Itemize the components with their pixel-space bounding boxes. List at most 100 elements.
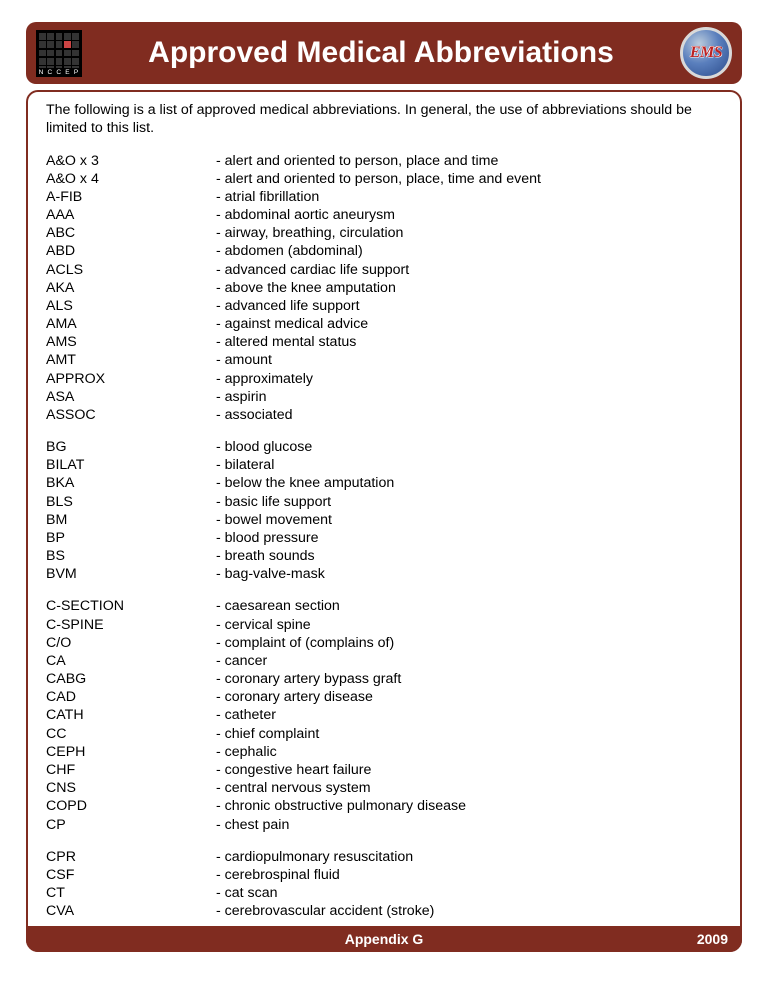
abbreviation-term: ASSOC <box>46 406 216 424</box>
abbreviation-row: ABC- airway, breathing, circulation <box>46 224 722 242</box>
abbreviation-term: APPROX <box>46 370 216 388</box>
abbreviation-row: AAA- abdominal aortic aneurysm <box>46 206 722 224</box>
abbreviation-term: C-SPINE <box>46 616 216 634</box>
abbreviation-row: A&O x 4- alert and oriented to person, p… <box>46 170 722 188</box>
abbreviation-definition: - basic life support <box>216 493 722 511</box>
abbreviation-term: ABC <box>46 224 216 242</box>
abbreviation-term: AAA <box>46 206 216 224</box>
abbreviation-row: CC- chief complaint <box>46 725 722 743</box>
abbreviation-row: AMS- altered mental status <box>46 333 722 351</box>
abbreviation-term: BM <box>46 511 216 529</box>
abbreviation-definition: - blood pressure <box>216 529 722 547</box>
abbreviation-term: COPD <box>46 797 216 815</box>
abbreviation-term: A-FIB <box>46 188 216 206</box>
ems-seal: EMS <box>680 27 732 79</box>
abbreviation-term: A&O x 4 <box>46 170 216 188</box>
abbreviation-group: C-SECTION- caesarean sectionC-SPINE- cer… <box>46 597 722 833</box>
abbreviation-row: C-SPINE- cervical spine <box>46 616 722 634</box>
abbreviation-row: CATH- catheter <box>46 706 722 724</box>
abbreviation-definition: - cat scan <box>216 884 722 902</box>
nccep-logo: N C C E P <box>36 30 82 76</box>
page-title: Approved Medical Abbreviations <box>96 36 666 70</box>
abbreviation-definition: - abdomen (abdominal) <box>216 242 722 260</box>
abbreviation-row: BKA- below the knee amputation <box>46 474 722 492</box>
abbreviation-definition: - cephalic <box>216 743 722 761</box>
abbreviation-row: AKA- above the knee amputation <box>46 279 722 297</box>
abbreviation-term: AMT <box>46 351 216 369</box>
abbreviation-row: BP- blood pressure <box>46 529 722 547</box>
appendix-label: Appendix G <box>345 931 424 947</box>
abbreviation-term: ACLS <box>46 261 216 279</box>
abbreviation-definition: - caesarean section <box>216 597 722 615</box>
abbreviation-definition: - bilateral <box>216 456 722 474</box>
abbreviation-definition: - alert and oriented to person, place an… <box>216 152 722 170</box>
abbreviation-term: BVM <box>46 565 216 583</box>
abbreviation-definition: - bowel movement <box>216 511 722 529</box>
abbreviation-definition: - cervical spine <box>216 616 722 634</box>
abbreviation-definition: - cancer <box>216 652 722 670</box>
abbreviation-term: BG <box>46 438 216 456</box>
abbreviation-definition: - coronary artery disease <box>216 688 722 706</box>
abbreviation-definition: - below the knee amputation <box>216 474 722 492</box>
footer-bar: Appendix G 2009 <box>26 926 742 952</box>
abbreviation-term: CPR <box>46 848 216 866</box>
abbreviation-term: CC <box>46 725 216 743</box>
abbreviation-row: CT- cat scan <box>46 884 722 902</box>
abbreviation-term: ABD <box>46 242 216 260</box>
abbreviation-row: AMT- amount <box>46 351 722 369</box>
abbreviation-definition: - chronic obstructive pulmonary disease <box>216 797 722 815</box>
abbreviation-row: CVA- cerebrovascular accident (stroke) <box>46 902 722 920</box>
abbreviation-term: CA <box>46 652 216 670</box>
document-page: N C C E P Approved Medical Abbreviations… <box>0 0 768 994</box>
abbreviation-term: CVA <box>46 902 216 920</box>
abbreviation-row: CEPH- cephalic <box>46 743 722 761</box>
abbreviation-row: BS- breath sounds <box>46 547 722 565</box>
abbreviation-definition: - breath sounds <box>216 547 722 565</box>
abbreviation-row: ASSOC- associated <box>46 406 722 424</box>
footer-year: 2009 <box>697 931 728 947</box>
header-bar: N C C E P Approved Medical Abbreviations… <box>26 22 742 84</box>
abbreviation-row: C/O- complaint of (complains of) <box>46 634 722 652</box>
abbreviation-term: CP <box>46 816 216 834</box>
abbreviation-list: A&O x 3- alert and oriented to person, p… <box>46 152 722 921</box>
abbreviation-definition: - central nervous system <box>216 779 722 797</box>
abbreviation-definition: - associated <box>216 406 722 424</box>
abbreviation-group: A&O x 3- alert and oriented to person, p… <box>46 152 722 425</box>
abbreviation-definition: - above the knee amputation <box>216 279 722 297</box>
abbreviation-term: ASA <box>46 388 216 406</box>
nccep-logo-label: N C C E P <box>36 68 82 77</box>
abbreviation-term: CAD <box>46 688 216 706</box>
abbreviation-row: CAD- coronary artery disease <box>46 688 722 706</box>
content-frame: The following is a list of approved medi… <box>26 90 742 952</box>
abbreviation-definition: - aspirin <box>216 388 722 406</box>
abbreviation-term: C/O <box>46 634 216 652</box>
abbreviation-definition: - atrial fibrillation <box>216 188 722 206</box>
abbreviation-term: C-SECTION <box>46 597 216 615</box>
abbreviation-definition: - chest pain <box>216 816 722 834</box>
abbreviation-term: CEPH <box>46 743 216 761</box>
abbreviation-row: A-FIB- atrial fibrillation <box>46 188 722 206</box>
abbreviation-term: AMS <box>46 333 216 351</box>
abbreviation-term: CT <box>46 884 216 902</box>
abbreviation-term: BP <box>46 529 216 547</box>
abbreviation-row: ALS- advanced life support <box>46 297 722 315</box>
abbreviation-row: CA- cancer <box>46 652 722 670</box>
abbreviation-group: BG- blood glucoseBILAT- bilateralBKA- be… <box>46 438 722 583</box>
abbreviation-row: A&O x 3- alert and oriented to person, p… <box>46 152 722 170</box>
abbreviation-definition: - advanced life support <box>216 297 722 315</box>
abbreviation-row: ABD- abdomen (abdominal) <box>46 242 722 260</box>
abbreviation-row: CHF- congestive heart failure <box>46 761 722 779</box>
abbreviation-definition: - alert and oriented to person, place, t… <box>216 170 722 188</box>
abbreviation-definition: - catheter <box>216 706 722 724</box>
abbreviation-term: A&O x 3 <box>46 152 216 170</box>
abbreviation-definition: - blood glucose <box>216 438 722 456</box>
abbreviation-row: AMA- against medical advice <box>46 315 722 333</box>
abbreviation-row: CP- chest pain <box>46 816 722 834</box>
abbreviation-definition: - cerebrospinal fluid <box>216 866 722 884</box>
abbreviation-term: ALS <box>46 297 216 315</box>
abbreviation-definition: - cerebrovascular accident (stroke) <box>216 902 722 920</box>
abbreviation-row: ACLS- advanced cardiac life support <box>46 261 722 279</box>
abbreviation-definition: - chief complaint <box>216 725 722 743</box>
abbreviation-term: BLS <box>46 493 216 511</box>
abbreviation-term: CATH <box>46 706 216 724</box>
